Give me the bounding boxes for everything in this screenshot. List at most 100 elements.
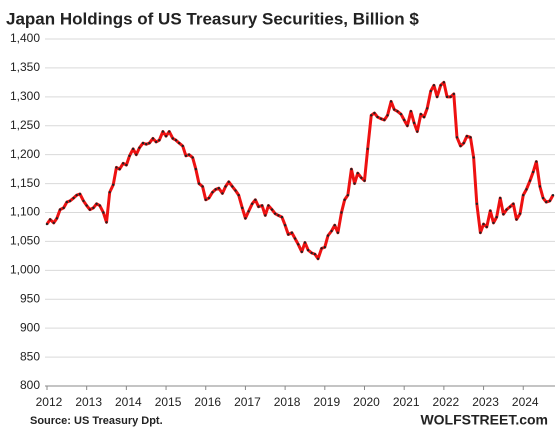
point	[502, 213, 505, 216]
point	[356, 171, 359, 175]
point	[353, 182, 356, 185]
point	[515, 218, 518, 221]
point	[283, 224, 287, 227]
point	[58, 208, 62, 211]
point	[435, 95, 439, 99]
point	[52, 221, 55, 225]
point	[485, 225, 488, 229]
point	[290, 231, 294, 234]
point	[187, 153, 191, 156]
x-tick-label: 2014	[115, 395, 142, 409]
point	[346, 193, 350, 197]
point	[72, 196, 75, 200]
point	[330, 229, 333, 233]
point	[426, 107, 429, 110]
point	[145, 143, 148, 146]
point	[214, 188, 217, 191]
point	[227, 180, 230, 184]
x-tick-label: 2018	[274, 395, 301, 409]
point	[273, 212, 277, 215]
point	[264, 214, 267, 217]
point	[383, 118, 386, 122]
x-tick-label: 2016	[194, 395, 221, 409]
x-tick-label: 2020	[353, 395, 380, 409]
y-tick-label: 950	[20, 291, 40, 305]
point	[158, 139, 161, 142]
point	[241, 206, 244, 210]
point	[320, 247, 323, 250]
point	[177, 141, 181, 145]
point	[293, 237, 297, 240]
y-tick-label: 1,050	[10, 234, 40, 248]
point	[164, 134, 168, 138]
x-tick-label: 2013	[75, 395, 102, 409]
x-tick-label: 2023	[472, 395, 499, 409]
point	[412, 121, 416, 125]
point	[545, 200, 548, 204]
point	[535, 160, 538, 163]
point	[131, 147, 135, 151]
point	[207, 196, 211, 200]
point	[260, 204, 264, 207]
point	[409, 110, 413, 113]
x-tick-label: 2015	[155, 395, 182, 409]
point	[88, 208, 92, 211]
point	[270, 208, 274, 211]
point	[250, 202, 254, 206]
point	[151, 137, 155, 140]
point	[300, 250, 303, 254]
point	[499, 196, 502, 200]
point	[267, 204, 270, 207]
point	[422, 115, 426, 119]
point	[303, 241, 307, 244]
point	[522, 193, 525, 197]
point	[396, 110, 399, 113]
point	[95, 202, 98, 206]
point	[297, 243, 300, 246]
point	[389, 100, 393, 103]
point	[505, 208, 508, 211]
point	[75, 193, 78, 197]
point	[528, 179, 532, 182]
point	[92, 206, 95, 210]
x-tick-label: 2022	[433, 395, 460, 409]
point	[360, 176, 363, 179]
point	[168, 130, 171, 133]
point	[406, 124, 409, 127]
point	[449, 95, 452, 99]
x-tick-label: 2019	[313, 395, 340, 409]
point	[518, 212, 522, 215]
point	[217, 187, 221, 190]
point	[125, 163, 128, 167]
point	[121, 162, 125, 165]
point	[538, 185, 542, 188]
y-tick-label: 1,250	[10, 118, 40, 132]
point	[445, 95, 449, 99]
y-tick-label: 1,300	[10, 89, 40, 103]
point	[455, 136, 459, 139]
point	[343, 198, 346, 201]
point	[65, 200, 69, 204]
point	[112, 183, 115, 186]
point	[148, 141, 151, 145]
point	[551, 193, 555, 197]
brand: WOLFSTREET.com	[420, 412, 548, 428]
point	[306, 248, 310, 252]
point	[525, 188, 528, 191]
point	[118, 167, 121, 171]
point	[197, 182, 201, 185]
point	[247, 210, 250, 213]
point	[98, 204, 101, 207]
point	[221, 192, 224, 195]
point	[135, 153, 138, 156]
chart-title: Japan Holdings of US Treasury Securities…	[6, 9, 419, 28]
point	[432, 84, 436, 87]
point	[194, 167, 198, 171]
point	[138, 146, 141, 149]
point	[373, 111, 376, 115]
point	[333, 224, 336, 227]
point	[370, 114, 373, 117]
y-tick-label: 1,000	[10, 263, 40, 277]
point	[472, 156, 475, 159]
